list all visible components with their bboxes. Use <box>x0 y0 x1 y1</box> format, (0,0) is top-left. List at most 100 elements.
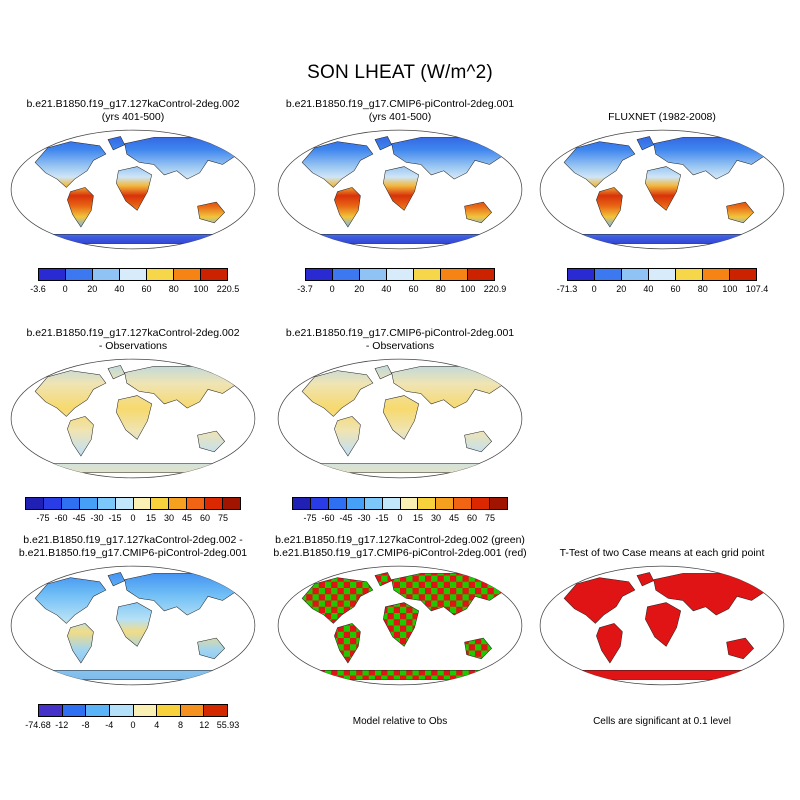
panel-title: b.e21.B1850.f19_g17.127kaControl-2deg.00… <box>26 96 239 124</box>
colorbar-segment <box>568 269 595 280</box>
panel-title-line: b.e21.B1850.f19_g17.127kaControl-2deg.00… <box>26 98 240 110</box>
colorbar-segment <box>169 498 188 509</box>
colorbar-segment <box>151 498 170 509</box>
colorbar-segment <box>62 705 87 716</box>
colorbar-segment <box>180 705 205 716</box>
colorbar-tick: 30 <box>430 513 441 523</box>
colorbar-tick: 80 <box>435 284 446 294</box>
colorbar-tick: -30 <box>357 513 371 523</box>
colorbar-segment <box>346 498 365 509</box>
world-map-ttest <box>537 563 787 688</box>
colorbar-segment <box>133 498 152 509</box>
panel-case2-climatology: b.e21.B1850.f19_g17.CMIP6-piControl-2deg… <box>267 96 533 296</box>
colorbar-segment <box>133 705 158 716</box>
colorbar-segment <box>26 498 44 509</box>
colorbar-segment <box>109 705 134 716</box>
colorbar-segment <box>39 269 66 280</box>
world-map-case1-minus-case2 <box>8 563 258 688</box>
panel-title-line: (yrs 401-500) <box>101 111 165 123</box>
colorbar-bar <box>305 268 495 281</box>
colorbar-tick: -12 <box>55 720 69 730</box>
panel-title-line: FLUXNET (1982-2008) <box>608 111 716 123</box>
colorbar-segment <box>147 269 174 280</box>
world-map-case1-climatology <box>8 127 258 252</box>
colorbar-tick: 20 <box>616 284 627 294</box>
colorbar-segment <box>157 705 181 716</box>
panel-case1-climatology: b.e21.B1850.f19_g17.127kaControl-2deg.00… <box>0 96 266 296</box>
colorbar-tick: -15 <box>108 513 122 523</box>
colorbar-segment <box>436 498 455 509</box>
panel-title-line: b.e21.B1850.f19_g17.CMIP6-piControl-2deg… <box>18 547 248 559</box>
colorbar-tick: 220.5 <box>216 284 240 294</box>
colorbar-segment <box>93 269 120 280</box>
colorbar-tick-labels: -3.6 0 20 40 60 80 100 220.5 <box>30 284 239 296</box>
panel-title: T-Test of two Case means at each grid po… <box>560 532 765 560</box>
panel-title: b.e21.B1850.f19_g17.127kaControl-2deg.00… <box>26 325 239 353</box>
colorbar-tick: 45 <box>448 513 460 523</box>
colorbar-tick: -30 <box>90 513 104 523</box>
colorbar-tick: 20 <box>87 284 98 294</box>
colorbar-segment <box>79 498 98 509</box>
colorbar-segment <box>472 498 491 509</box>
colorbar-segment <box>418 498 437 509</box>
colorbar-segment <box>382 498 401 509</box>
colorbar-segment <box>223 498 241 509</box>
world-map-case2-minus-obs <box>275 356 525 481</box>
colorbar-tick: 220.9 <box>483 284 507 294</box>
colorbar-tick: 0 <box>329 284 335 294</box>
colorbar-tick: -60 <box>321 513 335 523</box>
colorbar-tick: 60 <box>199 513 211 523</box>
colorbar-tick: 40 <box>381 284 392 294</box>
colorbar-segment <box>730 269 756 280</box>
colorbar-segment <box>43 498 62 509</box>
colorbar-tick-labels: -3.7 0 20 40 60 80 100 220.9 <box>297 284 506 296</box>
colorbar-tick: -71.3 <box>556 284 578 294</box>
colorbar-tick: 75 <box>484 513 496 523</box>
colorbar-obs: -71.3 0 20 40 60 80 100 107.4 <box>557 268 768 296</box>
colorbar-tick: 40 <box>114 284 125 294</box>
colorbar-segment <box>120 269 147 280</box>
panel-title-line: b.e21.B1850.f19_g17.CMIP6-piControl-2deg… <box>285 327 515 339</box>
colorbar-segment <box>595 269 622 280</box>
colorbar-tick: -75 <box>36 513 50 523</box>
colorbar-segment <box>97 498 116 509</box>
panel-title-line: - Observations <box>98 340 168 352</box>
figure-title: SON LHEAT (W/m^2) <box>307 62 493 83</box>
colorbar-segment <box>333 269 360 280</box>
panel-title: b.e21.B1850.f19_g17.127kaControl-2deg.00… <box>19 532 247 560</box>
colorbar-tick-labels: -75 -60 -45 -30 -15 0 15 30 45 60 75 <box>292 513 508 525</box>
colorbar-segment <box>328 498 347 509</box>
bias-map-caption: Model relative to Obs <box>352 716 448 727</box>
colorbar-tick-labels: -75 -60 -45 -30 -15 0 15 30 45 60 75 <box>25 513 241 525</box>
panel-title: b.e21.B1850.f19_g17.CMIP6-piControl-2deg… <box>286 96 514 124</box>
colorbar-tick: 100 <box>460 284 476 294</box>
panel-ttest: T-Test of two Case means at each grid po… <box>529 532 795 727</box>
world-map-case1-minus-obs <box>8 356 258 481</box>
colorbar-tick: 60 <box>670 284 681 294</box>
colorbar-segment <box>649 269 676 280</box>
panel-case1-minus-case2: b.e21.B1850.f19_g17.127kaControl-2deg.00… <box>0 532 266 732</box>
panel-title-line: b.e21.B1850.f19_g17.CMIP6-piControl-2deg… <box>285 98 515 110</box>
colorbar-tick: 12 <box>199 720 210 730</box>
colorbar-tick: 55.93 <box>216 720 240 730</box>
colorbar-bar <box>567 268 757 281</box>
colorbar-segment <box>204 705 227 716</box>
colorbar-segment <box>205 498 224 509</box>
colorbar-tick: 40 <box>643 284 654 294</box>
colorbar-tick: -8 <box>81 720 90 730</box>
colorbar-segment <box>703 269 730 280</box>
colorbar-tick: -75 <box>303 513 317 523</box>
colorbar-case1-minus-obs: -75 -60 -45 -30 -15 0 15 30 45 60 75 <box>25 497 241 525</box>
colorbar-tick-labels: -74.68 -12 -8 -4 0 4 8 12 55.93 <box>25 720 239 732</box>
panel-title-line: b.e21.B1850.f19_g17.127kaControl-2deg.00… <box>275 534 525 546</box>
colorbar-tick: -45 <box>339 513 353 523</box>
colorbar-bar <box>38 268 228 281</box>
colorbar-segment <box>468 269 494 280</box>
colorbar-segment <box>86 705 110 716</box>
panel-title-line: b.e21.B1850.f19_g17.127kaControl-2deg.00… <box>26 327 240 339</box>
colorbar-bar <box>292 497 508 510</box>
colorbar-segment <box>174 269 201 280</box>
colorbar-tick: 60 <box>466 513 478 523</box>
colorbar-tick: 75 <box>217 513 229 523</box>
colorbar-tick: -45 <box>72 513 86 523</box>
